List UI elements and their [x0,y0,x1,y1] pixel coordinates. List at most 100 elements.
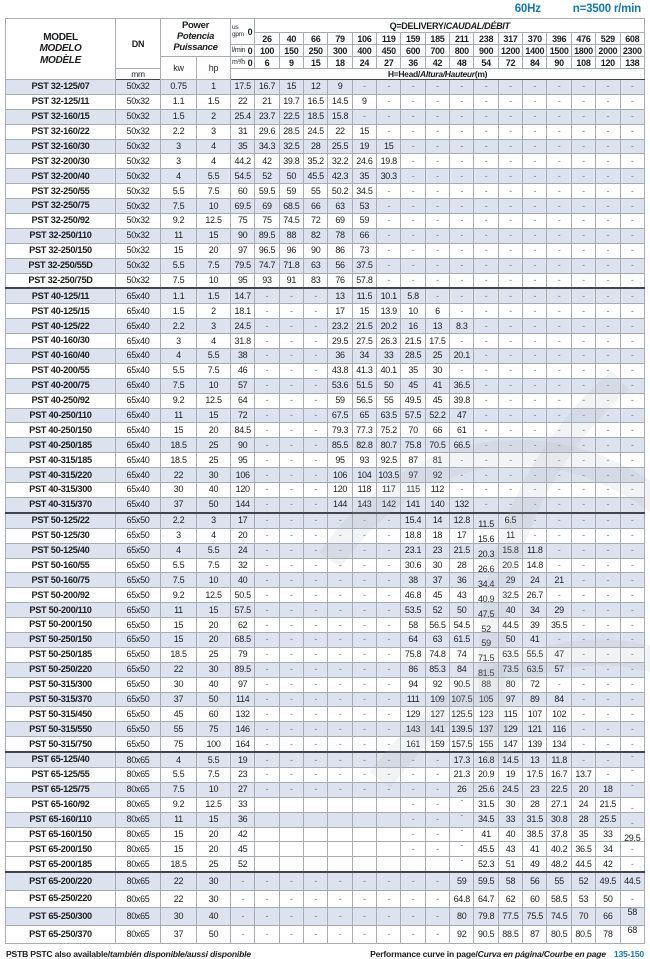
offset-value: - [460,841,464,850]
pump-model-cell: PST 50-315/300 [5,676,116,693]
unit-text: us [232,24,239,31]
head-value-cell: - [327,907,353,926]
head-value-cell: 58 [619,907,645,926]
head-value-cell: - [595,496,621,514]
head-value-cell: 73.5 [497,661,524,678]
head-value-cell: 80 [497,676,524,693]
head-value-cell: 137 [473,721,499,738]
head-value-cell: - [497,183,524,200]
head-value-cell: 28 [522,796,548,813]
head-value-cell: 51 [497,856,524,874]
pump-model-cell: PST 40-315/300 [5,482,116,498]
head-value-cell: 66.5 [449,437,475,454]
head-value-cell [376,811,402,828]
head-value-cell: 95 [327,452,353,469]
head-value-cell [327,856,353,874]
head-value-cell: - [424,871,451,891]
offset-value: - [630,818,634,828]
dn-cell: 80x65 [115,924,161,944]
hp-cell: 40 [196,907,231,926]
head-value-cell: - [473,242,499,259]
head-value-cell: - [424,213,451,229]
offset-value: - [630,752,634,761]
head-value-cell: 32 [229,557,256,574]
pump-model-cell: PST 40-200/75 [5,377,116,394]
power-header-line: Potencia [176,31,215,43]
head-value-cell: 37 [424,572,451,589]
head-value-cell: 47 [449,407,475,424]
kw-cell: 4 [160,542,197,559]
pump-row: PST 65-200/220 80x65 22 30- - - - - - - - -59 59.5 58… [5,871,645,891]
head-value-cell: 27.1 [546,796,572,813]
head-value-cell: - [595,93,621,110]
head-value-cell: 80.5 [570,924,597,944]
head-value-cell: 45 [424,392,451,409]
pump-row: PST 65-200/185 80x65 18.5 25 52-52.3 51 49 48.2… [5,856,645,874]
m3h-value: 138 [619,56,645,69]
head-value-cell: 115 [497,706,524,723]
head-value-cell: - [449,138,475,155]
hp-cell: 20 [196,617,231,633]
head-value-cell: 55 [303,183,329,200]
offset-value: 59 [481,638,491,648]
head-value-cell: - [327,889,353,909]
head-value-cell: - [327,871,353,891]
head-value-cell [278,811,305,828]
head-value-cell: - [254,766,280,783]
head-value-cell: 127 [424,706,451,723]
head-value-cell: - [376,557,402,574]
head-value-cell: 83 [303,272,329,290]
head-value-cell: 58 [497,871,524,891]
head-value-cell: 9 [351,93,378,110]
head-value-cell: 75.8 [400,646,426,663]
pump-model-cell: PST 32-160/15 [5,108,116,125]
dn-cell: 65x50 [115,602,161,619]
head-value-cell: - [449,841,475,858]
head-value-cell: 25.5 [327,138,353,155]
head-value-cell: - [351,79,378,95]
head-value-cell: - [619,257,645,274]
head-value-cell: - [278,542,305,559]
head-value-cell: - [303,871,329,891]
head-value-cell: 19.7 [278,93,305,110]
pump-row: PST 40-125/11 65x40 1.1 1.5 14.7- - -13 11.5 10.… [5,287,645,305]
m3h-value: 72 [497,56,524,69]
head-value-cell: - [303,889,329,909]
head-value-cell: 79.5 [229,257,256,274]
head-value-cell: - [278,661,305,678]
head-title-unit: (m) [474,69,488,79]
head-value-cell: 44.5 [570,856,597,874]
head-value-cell: - [619,602,645,619]
pump-row: PST 40-160/40 65x40 4 5.5 38- - -36 34 33 28.5 25 2… [5,348,645,364]
head-value-cell: - [278,751,305,768]
head-value-cell: - [619,168,645,185]
head-value-cell: 12.8 [449,512,475,529]
head-value-cell: - [303,303,329,320]
zero-flow-value: 0 [247,26,253,37]
head-value-cell: - [254,496,280,514]
head-value-cell: 63.5 [376,407,402,424]
head-value-cell: 70 [570,907,597,926]
head-value-cell: 125.5 [449,706,475,723]
head-value-cell: 46 [229,362,256,379]
head-value-cell: 66 [303,198,329,215]
head-value-cell: - [546,303,572,320]
head-value-cell: 31 [229,123,256,140]
head-value-cell: - [619,646,645,663]
head-value-cell [254,811,280,828]
head-value-cell [351,811,378,828]
head-value-cell: 141 [400,496,426,514]
head-value-cell: - [254,631,280,648]
head-value-cell: - [327,676,353,693]
head-value-cell: 24 [522,572,548,589]
head-value-cell: - [278,721,305,738]
head-value-cell: - [473,213,499,229]
kw-cell: 7.5 [160,781,197,798]
head-value-cell: - [303,691,329,708]
lmin-value: 100 [254,44,280,57]
head-value-cell: - [546,392,572,409]
head-value-cell: 90 [229,437,256,454]
head-value-cell: - [497,138,524,155]
head-value-cell: 59.5 [473,871,499,891]
head-value-cell: 59 [473,631,499,648]
